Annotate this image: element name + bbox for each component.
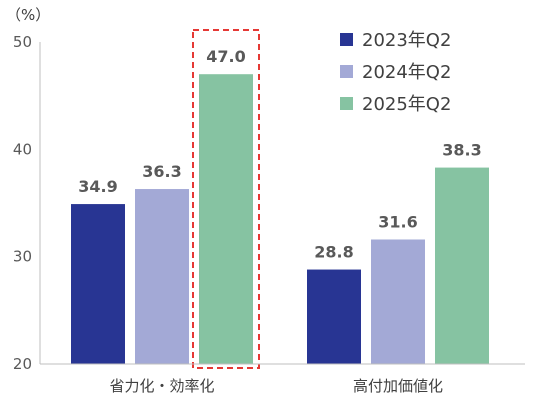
legend-label: 2023年Q2 xyxy=(362,30,451,51)
legend-swatch xyxy=(340,97,353,110)
y-tick-label: 30 xyxy=(13,248,32,266)
legend-swatch xyxy=(340,33,353,46)
data-label: 36.3 xyxy=(142,162,181,181)
legend-label: 2025年Q2 xyxy=(362,94,451,115)
bar xyxy=(435,167,489,364)
y-tick-label: 50 xyxy=(13,33,32,51)
y-axis-unit-label: （%） xyxy=(6,6,51,24)
data-label: 38.3 xyxy=(442,141,481,160)
bar xyxy=(135,189,189,364)
data-label: 34.9 xyxy=(78,177,117,196)
data-label: 31.6 xyxy=(378,212,417,231)
data-label: 47.0 xyxy=(206,47,245,66)
bar xyxy=(371,239,425,364)
y-tick-label: 40 xyxy=(13,140,32,158)
y-tick-label: 20 xyxy=(13,355,32,373)
legend-label: 2024年Q2 xyxy=(362,62,451,83)
category-label: 省力化・効率化 xyxy=(109,377,214,395)
data-label: 28.8 xyxy=(314,243,353,262)
bar xyxy=(199,74,253,364)
bar xyxy=(71,204,125,364)
legend-swatch xyxy=(340,65,353,78)
highlight-box xyxy=(192,29,260,369)
category-label: 高付加価値化 xyxy=(353,377,443,395)
bar xyxy=(307,269,361,364)
